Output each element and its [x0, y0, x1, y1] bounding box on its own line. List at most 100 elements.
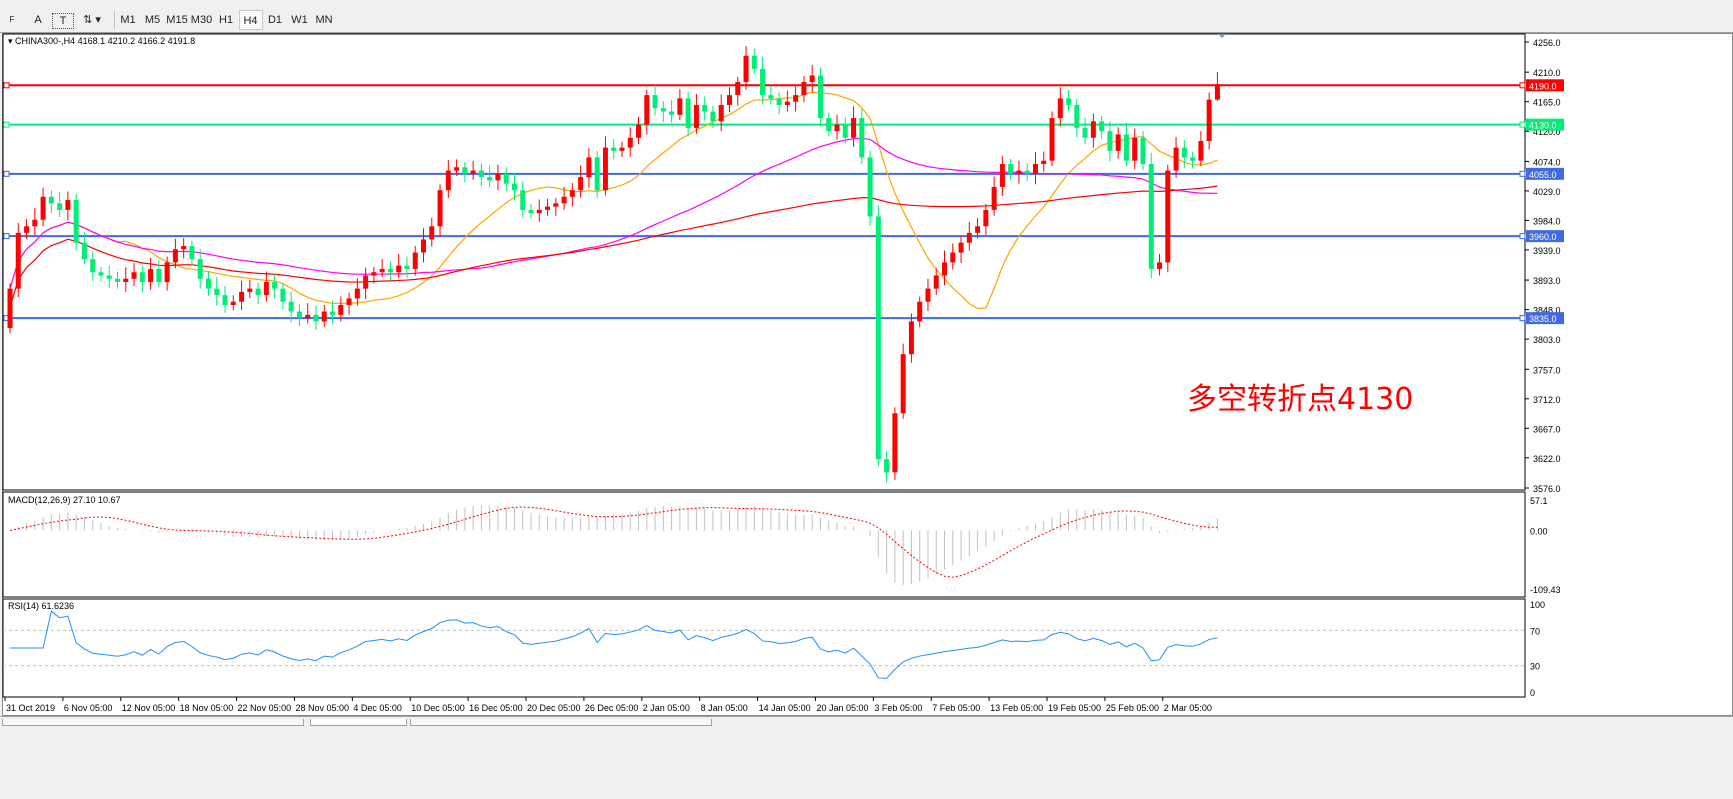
candle-body	[288, 301, 294, 312]
chart-tab[interactable]	[410, 719, 712, 726]
price-line-label: 4130.0	[1529, 121, 1557, 131]
price-tick-label: 4256.0	[1533, 38, 1561, 48]
timeframe-d1-button[interactable]: D1	[267, 14, 283, 26]
candle-body	[784, 101, 790, 105]
time-tick-label: 19 Feb 05:00	[1048, 703, 1101, 713]
candle-body	[884, 459, 890, 473]
candle-body	[528, 209, 534, 214]
time-tick-label: 2 Jan 05:00	[643, 703, 690, 713]
candle-body	[90, 259, 96, 273]
chart-tab[interactable]	[2, 719, 304, 726]
candle-body	[776, 98, 782, 105]
candle-body	[379, 268, 385, 273]
candle-body	[892, 413, 898, 473]
candle-body	[677, 98, 683, 115]
rsi-tick-label: 70	[1530, 626, 1540, 636]
price-tick-label: 3939.0	[1533, 246, 1561, 256]
candle-body	[859, 118, 865, 158]
candle-body	[263, 282, 269, 296]
candle-body	[520, 190, 526, 210]
timeframe-m1-button[interactable]: M1	[120, 14, 136, 26]
time-tick-label: 31 Oct 2019	[6, 703, 55, 713]
timeframe-m5-button[interactable]: M5	[144, 14, 161, 26]
time-tick-label: 3 Feb 05:00	[874, 703, 922, 713]
chart-window[interactable]	[2, 33, 1733, 716]
price-tick-label: 3622.0	[1533, 454, 1561, 464]
line-handle	[1519, 121, 1526, 128]
candle-body	[627, 137, 633, 148]
candle-body	[1090, 121, 1096, 138]
arrows-tool-button[interactable]: ⇅ ▾	[80, 10, 104, 30]
candle-body	[429, 226, 435, 240]
candle-body	[851, 118, 857, 138]
text-label-tool-button[interactable]: T	[52, 13, 74, 29]
candle-body	[115, 278, 121, 283]
candle-body	[421, 239, 426, 253]
candle-body	[950, 252, 956, 263]
line-handle	[3, 82, 10, 89]
price-label-bg	[1526, 79, 1564, 92]
macd-tick-label: 57.1	[1530, 496, 1548, 506]
candle-body	[1123, 134, 1129, 161]
line-handle	[3, 121, 10, 128]
price-tick-label: 3757.0	[1533, 365, 1561, 375]
candle-body	[660, 108, 666, 112]
candle-body	[702, 104, 708, 112]
candle-body	[1140, 137, 1146, 164]
timeframe-mn-button[interactable]: MN	[315, 14, 333, 26]
candle-body	[181, 245, 187, 250]
candle-body	[24, 226, 30, 233]
moving-average-line	[9, 91, 1218, 310]
line-handle	[3, 233, 10, 240]
candle-body	[586, 157, 592, 178]
candle-body	[1008, 163, 1014, 174]
dropdown-arrow-icon[interactable]: ▾	[95, 14, 101, 26]
candle-body	[495, 173, 501, 181]
main-panel-frame	[2, 33, 1526, 491]
candle-body	[387, 268, 393, 273]
candle-body	[1024, 170, 1030, 174]
candle-body	[1074, 104, 1080, 128]
text-tool-button[interactable]: A	[34, 14, 42, 26]
candle-body	[454, 167, 460, 171]
candle-body	[1099, 121, 1105, 132]
candle-body	[1198, 141, 1204, 161]
price-tick-label: 3893.0	[1533, 276, 1561, 286]
timeframe-h4-button[interactable]: H4	[238, 10, 263, 30]
collapse-triangle-icon[interactable]: ▾	[8, 36, 13, 46]
candle-body	[106, 275, 112, 279]
candle-body	[313, 314, 319, 322]
candle-body	[826, 118, 832, 132]
candle-body	[611, 147, 617, 151]
arrows-icon: ⇅	[83, 14, 93, 26]
moving-average-line	[9, 185, 1218, 308]
chart-tab-active[interactable]	[310, 719, 407, 726]
price-line-label: 3960.0	[1529, 232, 1557, 242]
timeframe-m30-button[interactable]: M30	[190, 14, 213, 26]
timeframe-m15-button[interactable]: M15	[166, 14, 188, 26]
candles	[7, 45, 1220, 483]
price-line-label: 3835.0	[1529, 314, 1557, 324]
candle-body	[247, 288, 253, 292]
candle-body	[760, 68, 766, 96]
candle-body	[735, 82, 741, 96]
candle-body	[1157, 262, 1163, 269]
candle-body	[255, 288, 261, 296]
candle-body	[164, 262, 170, 283]
price-chart[interactable]: 4256.0 4210.0 4165.0 4120.0 4074.0 4029.0 3984…	[0, 0, 1733, 716]
candle-body	[685, 98, 691, 128]
chart-header: ▾ CHINA300-,H4 4168.1 4210.2 4166.2 4191…	[8, 36, 195, 47]
time-tick-label: 12 Nov 05:00	[122, 703, 176, 713]
line-handle	[1519, 315, 1526, 322]
price-tick-label: 3848.0	[1533, 306, 1561, 316]
period-separators-icon[interactable]: F	[9, 15, 15, 24]
timeframe-h1-button[interactable]: H1	[218, 14, 234, 26]
candle-body	[65, 200, 71, 210]
candle-body	[98, 272, 104, 276]
candle-body	[602, 147, 608, 191]
candle-body	[32, 219, 38, 227]
price-line-label: 4055.0	[1529, 170, 1557, 180]
candle-body	[933, 275, 939, 289]
moving-average-line	[9, 137, 1218, 289]
timeframe-w1-button[interactable]: W1	[291, 14, 308, 26]
